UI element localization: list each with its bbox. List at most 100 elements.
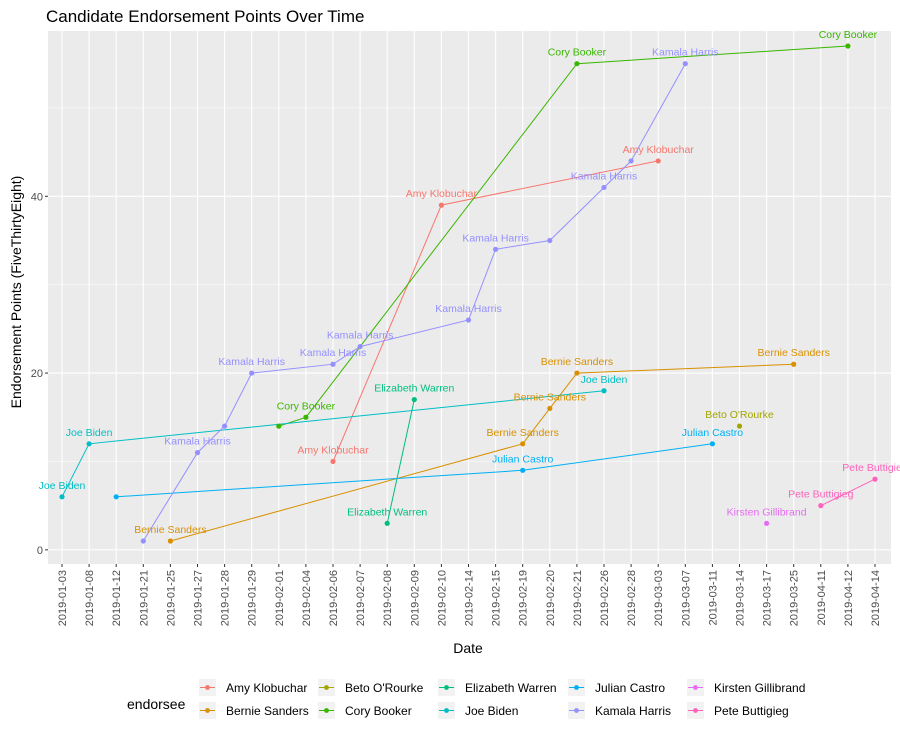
x-tick-label-12: 2019-02-08 — [382, 570, 394, 626]
chart-title: Candidate Endorsement Points Over Time — [46, 7, 364, 26]
legend-label-bernie-sanders: Bernie Sanders — [226, 704, 309, 718]
point-kamala-harris-1 — [194, 450, 201, 456]
line-kamala-harris — [142, 63, 686, 542]
point-amy-klobuchar-0 — [330, 458, 336, 465]
point-label-kamala-harris-9: Kamala Harris — [571, 170, 638, 182]
point-label-kamala-harris-3: Kamala Harris — [218, 356, 285, 368]
legend-key-point-elizabeth-warren — [444, 685, 449, 690]
point-bernie-sanders-2 — [547, 405, 553, 412]
line-pete-buttigieg — [820, 478, 876, 507]
point-cory-booker-0 — [276, 423, 282, 429]
point-label-kamala-harris-7: Kamala Harris — [462, 232, 529, 244]
x-tick-label-20: 2019-02-26 — [599, 570, 611, 626]
point-label-joe-biden-0: Joe Biden — [39, 480, 86, 492]
legend-label-beto-o-rourke: Beto O'Rourke — [345, 681, 424, 695]
x-tick-label-21: 2019-02-28 — [626, 570, 638, 626]
x-axis-title: Date — [453, 640, 483, 656]
x-tick-label-3: 2019-01-21 — [138, 570, 150, 626]
legend-key-point-bernie-sanders — [205, 708, 210, 713]
x-tick-label-22: 2019-03-03 — [653, 570, 665, 626]
point-joe-biden-1 — [86, 441, 92, 447]
point-kirsten-gillibrand-0 — [764, 520, 770, 526]
x-tick-label-2: 2019-01-12 — [111, 570, 123, 626]
point-label-kamala-harris-5: Kamala Harris — [327, 330, 394, 342]
point-amy-klobuchar-1 — [438, 202, 444, 208]
point-kamala-harris-9 — [601, 184, 607, 191]
point-label-bernie-sanders-0: Bernie Sanders — [134, 524, 206, 536]
legend-key-point-pete-buttigieg — [693, 708, 698, 713]
point-bernie-sanders-4 — [791, 361, 797, 367]
x-tick-label-16: 2019-02-15 — [491, 570, 503, 626]
legend-key-point-julian-castro — [574, 685, 579, 690]
point-label-kirsten-gillibrand-0: Kirsten Gillibrand — [727, 506, 807, 518]
x-tick-label-26: 2019-03-17 — [762, 570, 774, 626]
point-label-kamala-harris-11: Kamala Harris — [652, 47, 719, 59]
legend-key-point-beto-o-rourke — [324, 685, 329, 690]
legend-label-joe-biden: Joe Biden — [465, 704, 518, 718]
point-bernie-sanders-1 — [520, 441, 526, 447]
point-label-cory-booker-3: Cory Booker — [819, 29, 878, 41]
x-tick-label-5: 2019-01-27 — [193, 570, 205, 626]
point-label-kamala-harris-1: Kamala Harris — [164, 436, 231, 448]
point-pete-buttigieg-1 — [872, 476, 878, 482]
point-cory-booker-1 — [303, 414, 309, 420]
point-label-elizabeth-warren-0: Elizabeth Warren — [347, 506, 427, 518]
point-cory-booker-2 — [574, 61, 580, 67]
x-tick-label-25: 2019-03-14 — [735, 570, 747, 626]
legend-key-point-amy-klobuchar — [205, 685, 210, 690]
point-label-pete-buttigieg-1: Pete Buttigieg — [842, 462, 900, 474]
series-lines — [61, 45, 876, 542]
series-points — [59, 43, 878, 544]
y-axis-title: Endorsement Points (FiveThirtyEight) — [8, 176, 24, 409]
point-label-beto-o-rourke-0: Beto O'Rourke — [705, 409, 774, 421]
x-tick-label-8: 2019-02-01 — [274, 570, 286, 626]
point-label-cory-booker-2: Cory Booker — [548, 47, 607, 59]
point-julian-castro-1 — [520, 467, 526, 473]
x-tick-label-6: 2019-01-28 — [220, 570, 232, 626]
legend-label-amy-klobuchar: Amy Klobuchar — [226, 681, 307, 695]
legend-title: endorsee — [127, 696, 186, 712]
legend: endorsee Amy Klobuchar Bernie Sanders Beto… — [127, 679, 805, 719]
point-bernie-sanders-0 — [167, 538, 173, 544]
point-label-joe-biden-2: Joe Biden — [581, 374, 628, 386]
point-julian-castro-0 — [113, 494, 119, 500]
point-label-elizabeth-warren-1: Elizabeth Warren — [374, 383, 454, 395]
y-tick-label-2: 40 — [31, 191, 43, 203]
x-tick-label-29: 2019-04-12 — [843, 570, 855, 626]
point-label-pete-buttigieg-0: Pete Buttigieg — [788, 489, 854, 501]
point-cory-booker-3 — [845, 43, 851, 49]
legend-key-point-kirsten-gillibrand — [693, 685, 698, 690]
x-tick-label-23: 2019-03-07 — [680, 570, 692, 626]
point-kamala-harris-8 — [547, 237, 553, 244]
point-kamala-harris-7 — [493, 246, 499, 252]
y-axis: 0 20 40 — [31, 191, 48, 557]
y-tick-label-1: 20 — [31, 368, 43, 380]
legend-key-point-kamala-harris — [574, 708, 579, 713]
x-tick-label-30: 2019-04-14 — [870, 570, 882, 626]
point-label-joe-biden-1: Joe Biden — [66, 427, 113, 439]
point-kamala-harris-3 — [249, 370, 255, 376]
point-bernie-sanders-3 — [574, 370, 580, 376]
x-tick-label-11: 2019-02-07 — [355, 570, 367, 626]
legend-label-pete-buttigieg: Pete Buttigieg — [714, 704, 789, 718]
line-elizabeth-warren — [386, 399, 415, 524]
x-tick-label-10: 2019-02-06 — [328, 570, 340, 626]
x-tick-label-14: 2019-02-10 — [436, 570, 448, 626]
point-label-amy-klobuchar-1: Amy Klobuchar — [406, 188, 478, 200]
point-pete-buttigieg-0 — [818, 503, 824, 509]
point-label-bernie-sanders-4: Bernie Sanders — [758, 347, 830, 359]
x-tick-label-28: 2019-04-11 — [816, 570, 828, 625]
point-kamala-harris-6 — [465, 317, 472, 323]
legend-label-julian-castro: Julian Castro — [595, 681, 665, 695]
point-labels: Amy Klobuchar Amy Klobuchar Amy Klobuchar B… — [39, 29, 900, 536]
point-joe-biden-2 — [601, 388, 607, 394]
point-label-amy-klobuchar-0: Amy Klobuchar — [297, 444, 369, 456]
y-tick-label-0: 0 — [37, 545, 43, 557]
legend-key-point-cory-booker — [324, 708, 329, 713]
x-tick-label-17: 2019-02-19 — [518, 570, 530, 626]
legend-label-kamala-harris: Kamala Harris — [595, 704, 671, 718]
grid-lines — [48, 31, 891, 564]
x-tick-label-9: 2019-02-04 — [301, 570, 313, 626]
point-julian-castro-2 — [709, 441, 716, 447]
